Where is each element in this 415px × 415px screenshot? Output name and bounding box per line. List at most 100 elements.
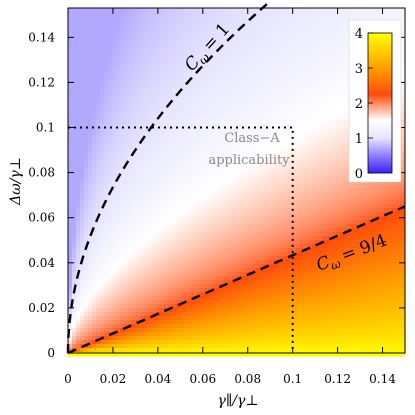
heatmap-cell	[248, 128, 253, 133]
heatmap-cell	[232, 80, 237, 85]
heatmap-cell	[100, 48, 105, 53]
heatmap-cell	[264, 52, 269, 57]
heatmap-cell	[104, 240, 109, 245]
heatmap-cell	[376, 232, 381, 237]
heatmap-cell	[328, 52, 333, 57]
heatmap-cell	[328, 56, 333, 61]
heatmap-cell	[176, 212, 181, 217]
heatmap-cell	[116, 180, 121, 185]
heatmap-cell	[344, 232, 349, 237]
heatmap-cell	[220, 80, 225, 85]
heatmap-cell	[256, 220, 261, 225]
heatmap-cell	[172, 72, 177, 77]
heatmap-cell	[264, 20, 269, 25]
heatmap-cell	[180, 144, 185, 149]
heatmap-cell	[392, 16, 397, 21]
heatmap-cell	[292, 144, 297, 149]
heatmap-cell	[152, 228, 157, 233]
heatmap-cell	[292, 116, 297, 121]
heatmap-cell	[284, 136, 289, 141]
heatmap-cell	[100, 104, 105, 109]
heatmap-cell	[168, 204, 173, 209]
heatmap-cell	[76, 36, 81, 41]
heatmap-cell	[248, 160, 253, 165]
heatmap-cell	[172, 96, 177, 101]
heatmap-cell	[164, 28, 169, 33]
heatmap-cell	[312, 236, 317, 241]
heatmap-cell	[144, 228, 149, 233]
heatmap-cell	[236, 108, 241, 113]
heatmap-cell	[248, 188, 253, 193]
heatmap-cell	[224, 180, 229, 185]
heatmap-cell	[268, 184, 273, 189]
heatmap-cell	[168, 132, 173, 137]
heatmap-cell	[204, 144, 209, 149]
heatmap-cell	[388, 232, 393, 237]
heatmap-cell	[224, 16, 229, 21]
heatmap-cell	[128, 12, 133, 17]
heatmap-cell	[68, 44, 73, 49]
heatmap-cell	[108, 216, 113, 221]
heatmap-cell	[244, 152, 249, 157]
heatmap-cell	[344, 132, 349, 137]
heatmap-cell	[172, 220, 177, 225]
heatmap-cell	[356, 16, 361, 21]
heatmap-cell	[228, 32, 233, 37]
heatmap-cell	[196, 196, 201, 201]
heatmap-cell	[200, 236, 205, 241]
heatmap-cell	[132, 100, 137, 105]
heatmap-cell	[192, 172, 197, 177]
heatmap-cell	[112, 144, 117, 149]
heatmap-cell	[340, 68, 345, 73]
heatmap-cell	[308, 104, 313, 109]
heatmap-cell	[280, 84, 285, 89]
heatmap-cell	[120, 76, 125, 81]
heatmap-cell	[200, 232, 205, 237]
heatmap-cell	[324, 32, 329, 37]
heatmap-cell	[164, 196, 169, 201]
heatmap-cell	[388, 12, 393, 17]
heatmap-cell	[112, 216, 117, 221]
heatmap-cell	[284, 236, 289, 241]
heatmap-cell	[120, 88, 125, 93]
heatmap-cell	[204, 140, 209, 145]
heatmap-cell	[124, 56, 129, 61]
heatmap-cell	[284, 32, 289, 37]
heatmap-cell	[280, 48, 285, 53]
heatmap-cell	[308, 176, 313, 181]
heatmap-cell	[100, 72, 105, 77]
heatmap-cell	[312, 212, 317, 217]
heatmap-cell	[72, 96, 77, 101]
heatmap-cell	[396, 228, 401, 233]
heatmap-cell	[344, 136, 349, 141]
heatmap-cell	[88, 132, 93, 137]
heatmap-cell	[232, 32, 237, 37]
heatmap-cell	[296, 72, 301, 77]
heatmap-cell	[148, 108, 153, 113]
heatmap-cell	[172, 184, 177, 189]
heatmap-cell	[220, 208, 225, 213]
heatmap-cell	[248, 228, 253, 233]
heatmap-cell	[140, 132, 145, 137]
heatmap-cell	[204, 172, 209, 177]
heatmap-cell	[240, 136, 245, 141]
heatmap-cell	[240, 132, 245, 137]
heatmap-cell	[344, 60, 349, 65]
heatmap-cell	[112, 76, 117, 81]
heatmap-cell	[388, 216, 393, 221]
heatmap-cell	[236, 12, 241, 17]
heatmap-cell	[232, 56, 237, 61]
heatmap-cell	[272, 116, 277, 121]
heatmap-cell	[128, 196, 133, 201]
heatmap-cell	[196, 164, 201, 169]
heatmap-cell	[312, 32, 317, 37]
heatmap-cell	[292, 120, 297, 125]
heatmap-cell	[248, 124, 253, 129]
heatmap-cell	[252, 180, 257, 185]
heatmap-cell	[320, 108, 325, 113]
heatmap-cell	[148, 188, 153, 193]
heatmap-cell	[320, 196, 325, 201]
heatmap-cell	[160, 172, 165, 177]
heatmap-cell	[276, 44, 281, 49]
heatmap-cell	[344, 36, 349, 41]
